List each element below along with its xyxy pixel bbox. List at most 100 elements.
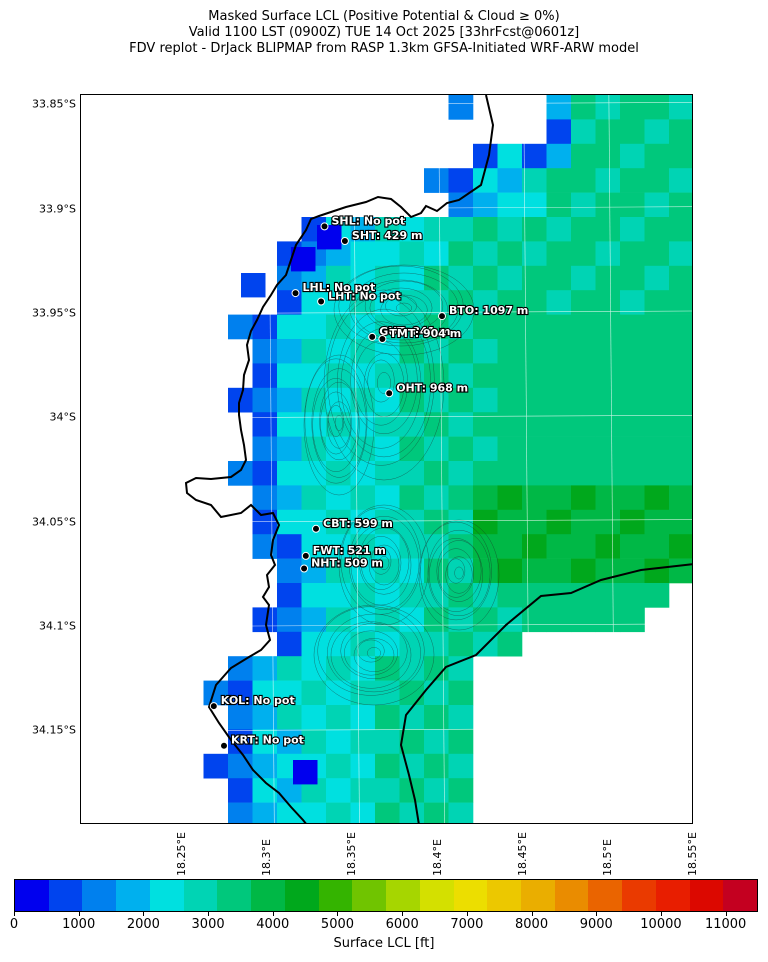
lcl-cell — [301, 705, 327, 730]
lcl-cell — [571, 509, 596, 535]
lcl-cell — [375, 607, 400, 633]
lcl-cell — [644, 339, 670, 364]
lcl-cell — [620, 290, 645, 315]
colorbar-swatch — [149, 880, 184, 911]
lcl-cell — [375, 802, 400, 823]
lcl-cell — [522, 143, 547, 169]
colorbar-swatch — [284, 880, 319, 911]
lon-tick-label: 18.45°E — [515, 832, 529, 876]
station-lht: LHT: No pot — [317, 288, 402, 306]
lcl-cell — [448, 265, 474, 291]
station-marker — [438, 312, 446, 321]
lcl-cell — [424, 461, 449, 486]
lcl-cell — [424, 778, 449, 803]
lcl-cell — [424, 753, 449, 779]
lcl-cell — [497, 534, 523, 559]
lon-tick-label: 18.35°E — [345, 832, 359, 876]
lcl-cell — [277, 534, 302, 559]
colorbar-swatch — [419, 880, 454, 911]
lcl-cell — [497, 192, 523, 218]
lcl-cell — [375, 241, 400, 267]
lcl-cell — [473, 558, 498, 584]
colorbar-tickmark — [78, 912, 80, 916]
colorbar-swatch — [453, 880, 488, 911]
lcl-cell — [497, 436, 523, 462]
lcl-cell — [252, 436, 278, 462]
lcl-cell — [669, 119, 692, 145]
lcl-cell — [350, 485, 376, 511]
lcl-cell — [399, 656, 425, 681]
colorbar-label: Surface LCL [ft] — [333, 936, 435, 951]
lcl-cell — [350, 656, 376, 681]
lcl-cell — [620, 485, 645, 511]
lcl-cell — [350, 241, 376, 267]
lcl-cell — [522, 607, 547, 633]
lcl-cell — [375, 753, 400, 779]
lcl-cell — [546, 558, 572, 584]
lcl-cell — [497, 363, 523, 389]
lcl-cell — [497, 509, 523, 535]
lcl-cell — [497, 558, 523, 584]
lat-tick-label: 33.95°S — [32, 306, 76, 320]
colorbar-swatch — [588, 880, 623, 911]
lcl-cell — [620, 192, 645, 218]
colorbar-tickmark — [14, 912, 15, 916]
station-label: GUT: 841 m — [379, 325, 450, 338]
lcl-cell — [277, 363, 302, 389]
lat-tick-label: 34°S — [49, 410, 76, 424]
colorbar-swatch — [689, 880, 724, 911]
lcl-cell — [522, 387, 547, 413]
lcl-cell — [644, 95, 670, 120]
lcl-cell — [301, 314, 327, 340]
lcl-cell — [375, 436, 400, 462]
station-label: LHL: No pot — [303, 281, 376, 294]
lcl-cell — [448, 387, 474, 413]
lcl-cell — [424, 631, 449, 657]
lcl-cell — [301, 339, 327, 364]
lcl-cell — [228, 461, 253, 486]
lcl-cell — [522, 241, 547, 267]
lcl-cell — [424, 705, 449, 730]
lcl-cell — [571, 290, 596, 315]
colorbar-swatch — [217, 880, 252, 911]
station-marker — [220, 741, 228, 750]
lcl-cell — [473, 363, 498, 389]
station-label: TMT: 904 m — [389, 327, 461, 340]
colorbar-tickmark — [531, 912, 533, 916]
station-label: BTO: 1097 m — [449, 304, 528, 317]
lcl-cell — [669, 461, 692, 486]
lcl-cell — [644, 509, 670, 535]
lcl-cell — [277, 485, 302, 511]
lcl-cell — [350, 412, 376, 437]
station-marker — [340, 237, 349, 245]
lcl-cell — [293, 760, 318, 785]
colorbar-tickmark — [725, 912, 727, 916]
lcl-cell — [424, 729, 449, 755]
lcl-cell — [277, 705, 302, 730]
lcl-cell — [620, 412, 645, 437]
lcl-cell — [595, 119, 621, 145]
lcl-cell — [669, 363, 692, 389]
lcl-cell — [669, 168, 692, 193]
lcl-cell — [595, 436, 621, 462]
lcl-cell — [448, 461, 474, 486]
lcl-cell — [546, 95, 572, 120]
terrain-contours — [303, 264, 500, 706]
lcl-cell — [669, 314, 692, 340]
station-marker — [385, 389, 394, 398]
lcl-cell — [669, 339, 692, 364]
lcl-cell — [473, 217, 498, 242]
lcl-cell — [375, 485, 400, 511]
lcl-cell — [350, 387, 376, 413]
lcl-cell — [669, 436, 692, 462]
colorbar-tick-label: 11000 — [704, 917, 747, 932]
lcl-cell — [228, 778, 253, 803]
lcl-cell — [448, 217, 474, 242]
lcl-cell — [399, 509, 425, 535]
lcl-cell — [424, 680, 449, 706]
lcl-cell — [497, 461, 523, 486]
lcl-cell — [571, 119, 596, 145]
lcl-cell — [399, 290, 425, 315]
lcl-cell — [326, 583, 351, 608]
lcl-cell — [473, 314, 498, 340]
